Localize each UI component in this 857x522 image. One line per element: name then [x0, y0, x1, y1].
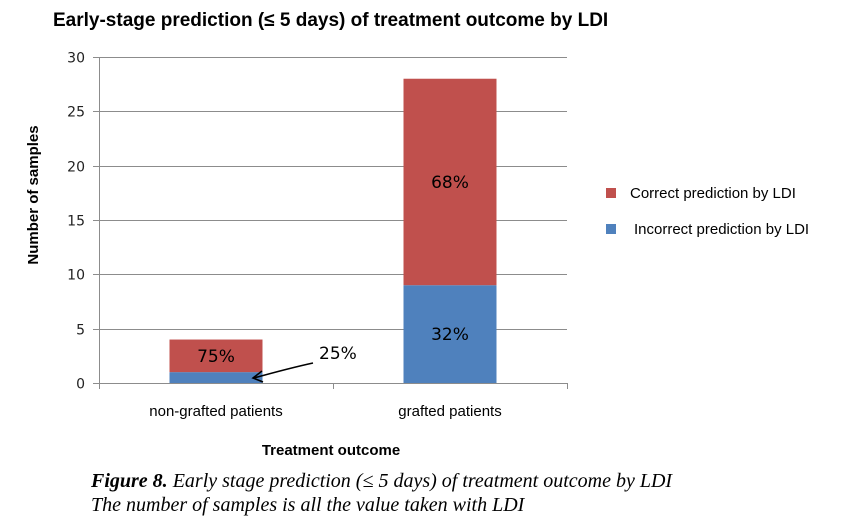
legend-swatch-0 [606, 188, 616, 198]
bar-non-grafted-incorrect [169, 372, 263, 383]
bars: 75% 32% 68% [169, 78, 497, 383]
gridlines [99, 57, 567, 330]
legend: Correct prediction by LDI Incorrect predi… [606, 185, 809, 238]
x-category-label: non-grafted patients [149, 403, 282, 420]
y-tick-label-30: 30 [67, 51, 85, 67]
caption-line-1: Early stage prediction (≤ 5 days) of tre… [167, 470, 673, 492]
data-label: 75% [197, 347, 235, 367]
axes [99, 57, 568, 389]
bar-non-grafted-correct [169, 339, 263, 373]
y-tick-label-25: 25 [67, 105, 85, 121]
annotation-arrow [253, 362, 314, 379]
caption-line-2: The number of samples is all the value t… [91, 494, 525, 516]
y-tick-label-10: 10 [67, 268, 85, 284]
y-tick-label-15: 15 [67, 214, 85, 230]
legend-label-0: Correct prediction by LDI [630, 185, 796, 202]
y-tick-label-5: 5 [76, 323, 85, 339]
x-axis-categories: non-grafted patients grafted patients [149, 403, 501, 420]
y-tick-label-20: 20 [67, 160, 85, 176]
annotation-label: 25% [319, 344, 357, 364]
legend-swatch-1 [606, 224, 616, 234]
legend-label-1: Incorrect prediction by LDI [634, 221, 809, 238]
bar-grafted-correct [403, 78, 497, 286]
y-tick-label-0: 0 [76, 377, 85, 393]
data-label: 68% [431, 173, 469, 193]
x-axis-title: Treatment outcome [262, 442, 400, 459]
bar-grafted-incorrect [403, 285, 497, 383]
figure-caption: Figure 8. Early stage prediction (≤ 5 da… [91, 469, 672, 517]
annotation-arrowhead [251, 370, 264, 383]
y-axis-ticks: 0 5 10 15 20 25 30 [67, 51, 99, 393]
figure-label: Figure 8. [91, 470, 168, 492]
annotations: 25% [251, 344, 357, 383]
data-label: 32% [431, 325, 469, 345]
x-category-label: grafted patients [398, 403, 501, 420]
y-axis-title: Number of samples [25, 125, 42, 264]
chart: 0 5 10 15 20 25 30 75% 32% 68% non-grafted patie… [25, 51, 809, 460]
chart-title: Early-stage prediction (≤ 5 days) of tre… [53, 10, 609, 31]
